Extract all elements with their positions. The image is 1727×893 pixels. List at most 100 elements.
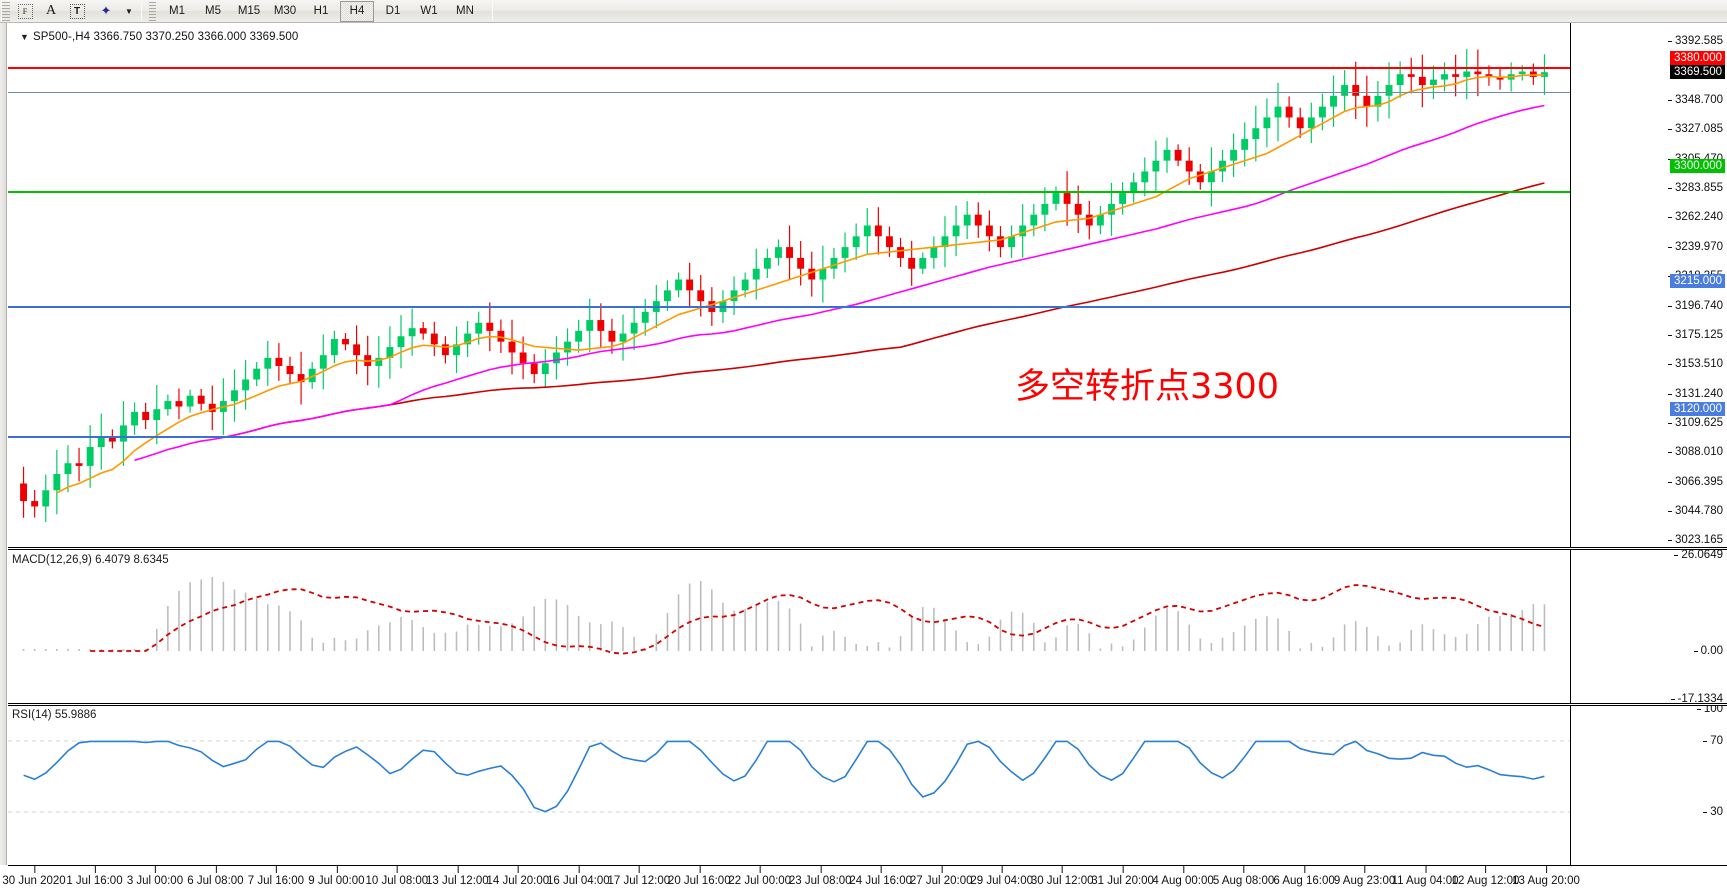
candle-body	[97, 436, 105, 448]
candle-body	[1285, 106, 1293, 118]
candle-body	[1352, 85, 1360, 96]
candle-body	[131, 411, 139, 426]
timeframe-m1[interactable]: M1	[169, 5, 185, 17]
candle-body	[1463, 71, 1471, 77]
time-tick: 20 Jul 16:00	[668, 866, 731, 887]
candle-body	[1041, 203, 1049, 215]
time-tick: 4 Aug 00:00	[1152, 866, 1214, 887]
candle-body	[1529, 71, 1537, 77]
candle-body	[1485, 74, 1493, 77]
timeframe-m15[interactable]: M15	[237, 5, 261, 17]
time-tick: 22 Jul 00:00	[728, 866, 791, 887]
candle-body	[830, 257, 838, 269]
rsi-tick: 70	[1703, 735, 1723, 747]
candle-body	[1207, 171, 1215, 183]
candle-body	[430, 333, 438, 345]
ma-mid-line	[134, 104, 1545, 462]
objects-icon[interactable]: ✦	[100, 3, 112, 18]
candle-body	[985, 225, 993, 237]
time-tick: 6 Aug 16:00	[1273, 866, 1335, 887]
time-tick: 31 Jul 20:00	[1091, 866, 1154, 887]
support-blue-tag-2: 3120.000	[1670, 402, 1725, 417]
symbol-ohlc-label: ▼ SP500-,H4 3366.750 3370.250 3366.000 33…	[20, 31, 299, 43]
candle-body	[1096, 214, 1104, 226]
candle-body	[797, 257, 805, 269]
candle-body	[108, 436, 116, 442]
candle-body	[575, 330, 583, 342]
price-tick: 3327.085	[1668, 123, 1723, 135]
chart-vertical-scroll-track[interactable]	[0, 23, 7, 865]
time-tick: 1 Jul 16:00	[66, 866, 123, 887]
price-tick: 3044.780	[1668, 505, 1723, 517]
candle-body	[1407, 74, 1415, 77]
text-tool-icon[interactable]: A	[45, 3, 57, 18]
time-tick: 10 Jul 08:00	[366, 866, 428, 887]
time-tick: 9 Aug 23:00	[1334, 866, 1395, 887]
candle-body	[208, 403, 216, 412]
time-tick: 24 Jul 16:00	[849, 866, 912, 887]
price-tick: 3262.240	[1668, 211, 1723, 223]
candle-body	[675, 279, 682, 291]
price-axis[interactable]: 3392.5853348.7003327.0853305.4703283.855…	[1570, 23, 1727, 865]
chart-canvas-area[interactable]: ▼ SP500-,H4 3366.750 3370.250 3366.000 33…	[0, 23, 1727, 893]
candle-body	[286, 365, 294, 375]
candle-body	[1163, 149, 1171, 161]
candle-body	[1385, 85, 1393, 96]
candle-body	[1030, 214, 1038, 226]
candle-body	[730, 290, 738, 302]
time-axis[interactable]: 30 Jun 2020 1 Jul 16:00 3 Jul 00:00 6 Jul 0…	[2, 865, 1727, 893]
candle-body	[1196, 171, 1204, 183]
time-tick: 3 Jul 00:00	[127, 866, 183, 887]
timeframe-d1[interactable]: D1	[385, 5, 401, 17]
chart-annotation-text: 多空转折点3300	[1015, 367, 1280, 407]
timeframe-m30[interactable]: M30	[273, 5, 297, 17]
macd-tick: 0.00	[1693, 645, 1723, 657]
candle-body	[153, 409, 161, 421]
support-green-tag: 3300.000	[1670, 159, 1725, 174]
candle-body	[20, 483, 27, 502]
candle-body	[419, 328, 427, 334]
candle-body	[242, 379, 250, 391]
candle-body	[663, 290, 671, 302]
candle-body	[974, 214, 982, 226]
timeframe-mn[interactable]: MN	[456, 5, 474, 17]
rsi-panel[interactable]: RSI(14) 55.9886	[8, 706, 1570, 865]
candle-body	[1307, 117, 1315, 129]
price-tick: 3109.625	[1668, 417, 1723, 429]
time-tick: 6 Jul 08:00	[187, 866, 244, 887]
timeframe-group: M1 M5 M15 M30 H1 H4 D1 W1 MN	[160, 0, 482, 22]
time-tick: 9 Jul 00:00	[308, 866, 365, 887]
candle-body	[1296, 117, 1304, 129]
timeframe-m5[interactable]: M5	[205, 5, 221, 17]
collapse-arrow-icon[interactable]: ▼	[20, 32, 30, 42]
macd-tick: 26.0649	[1674, 549, 1723, 561]
timeframe-group-handle[interactable]	[149, 1, 156, 21]
candle-body	[1085, 214, 1093, 226]
templates-icon[interactable]: F	[12, 1, 38, 22]
time-tick: 12 Aug 12:00	[1452, 866, 1519, 887]
macd-panel[interactable]: MACD(12,26,9) 6.4079 8.6345	[8, 550, 1570, 702]
label-tool-icon[interactable]: T	[64, 1, 90, 22]
timeframe-w1[interactable]: W1	[420, 5, 438, 17]
candle-body	[453, 344, 460, 356]
candle-body	[1263, 117, 1271, 129]
candle-body	[930, 247, 938, 258]
candle-body	[1074, 203, 1082, 215]
price-plot[interactable]: ▼ SP500-,H4 3366.750 3370.250 3366.000 33…	[8, 23, 1570, 865]
candle-body	[841, 247, 849, 258]
candle-body	[619, 333, 627, 342]
timeframe-h4[interactable]: H4	[340, 0, 374, 22]
candle-body	[319, 355, 327, 369]
chevron-down-icon[interactable]: ▼	[125, 6, 133, 16]
candle-body	[908, 257, 916, 269]
timeframe-h1[interactable]: H1	[313, 5, 329, 17]
candle-body	[1541, 72, 1548, 77]
candle-body	[64, 463, 72, 475]
candle-body	[874, 225, 882, 237]
chart-toolbar: F A T ✦ ▼ M1 M5 M15 M30 H1 H4 D1 W1 MN	[0, 0, 1727, 23]
candle-body	[42, 490, 50, 507]
candle-body	[775, 247, 782, 258]
candle-body	[486, 322, 494, 331]
toolbar-drag-handle[interactable]	[1, 1, 10, 21]
last-price-line-3369	[8, 92, 1570, 93]
